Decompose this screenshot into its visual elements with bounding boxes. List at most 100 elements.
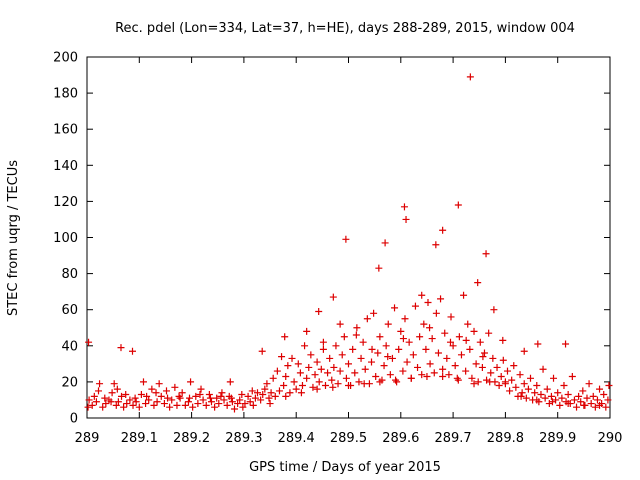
data-point — [236, 396, 244, 404]
data-point — [95, 387, 103, 395]
data-point — [363, 315, 371, 323]
data-point — [345, 360, 352, 368]
data-point — [512, 383, 520, 391]
data-point — [474, 279, 482, 287]
y-axis: 0 20 40 60 80 100 120 140 160 180 200 — [53, 51, 610, 427]
data-point — [118, 392, 126, 400]
data-point — [506, 387, 514, 395]
data-point — [249, 401, 257, 409]
chart-title: Rec. pdel (Lon=334, Lat=37, h=HE), days … — [115, 21, 575, 36]
data-point — [340, 333, 348, 341]
data-point — [175, 392, 183, 400]
data-point — [485, 329, 493, 337]
data-point — [187, 378, 195, 386]
data-point — [518, 389, 526, 397]
data-point — [460, 291, 468, 299]
y-tick-label: 200 — [53, 51, 78, 66]
data-point — [596, 401, 604, 409]
data-point — [558, 394, 566, 402]
data-point — [380, 362, 388, 370]
data-point — [113, 385, 121, 393]
data-point — [522, 394, 530, 402]
data-point — [418, 291, 426, 299]
data-point — [520, 380, 528, 388]
data-point — [376, 378, 384, 386]
data-point — [101, 394, 109, 402]
data-point — [352, 331, 360, 339]
data-point — [261, 385, 269, 393]
data-point — [589, 392, 597, 400]
x-tick-label: 289.5 — [330, 431, 367, 446]
data-point — [423, 372, 431, 380]
data-point — [160, 400, 168, 408]
data-point — [114, 398, 122, 406]
data-point — [605, 382, 613, 390]
data-point — [381, 239, 389, 247]
y-axis-label: STEC from uqrg / TECUs — [6, 160, 21, 316]
data-point — [206, 394, 214, 402]
data-point — [196, 391, 204, 399]
data-point — [474, 378, 482, 386]
data-point — [495, 382, 503, 390]
data-point — [319, 338, 327, 346]
data-point — [409, 351, 417, 359]
data-point — [112, 401, 120, 409]
data-point — [466, 73, 474, 81]
data-point — [486, 378, 494, 386]
data-point — [328, 376, 336, 384]
x-tick-label: 289 — [75, 431, 100, 446]
data-point — [382, 342, 390, 350]
data-point — [482, 250, 490, 258]
y-tick-label: 100 — [53, 231, 78, 246]
data-point — [400, 203, 408, 211]
data-point — [290, 378, 298, 386]
data-point — [227, 394, 235, 402]
data-point — [368, 358, 376, 366]
data-point — [570, 396, 578, 404]
data-point — [527, 374, 535, 382]
data-point — [292, 385, 300, 393]
data-point — [489, 354, 497, 362]
data-point — [434, 349, 442, 357]
data-point — [547, 392, 555, 400]
y-tick-label: 160 — [53, 123, 78, 138]
data-point — [248, 387, 256, 395]
data-point — [422, 345, 430, 353]
data-point — [524, 385, 532, 393]
data-point — [432, 309, 440, 317]
data-point — [223, 401, 231, 409]
data-point — [330, 363, 338, 371]
y-tick-label: 60 — [61, 303, 78, 318]
data-point — [269, 374, 277, 382]
data-point — [446, 338, 454, 346]
data-point — [117, 344, 125, 352]
data-point — [393, 378, 401, 386]
y-tick-label: 120 — [53, 195, 78, 210]
data-point — [543, 385, 551, 393]
x-tick-label: 289.3 — [225, 431, 262, 446]
data-point — [403, 358, 411, 366]
data-point — [342, 374, 350, 382]
data-point — [155, 380, 163, 388]
data-point — [439, 226, 447, 234]
data-point — [259, 391, 267, 399]
data-point — [585, 380, 593, 388]
data-point — [414, 363, 422, 371]
data-point — [391, 304, 399, 312]
data-point — [336, 367, 344, 375]
data-point — [454, 201, 462, 209]
data-point — [313, 385, 321, 393]
data-point — [600, 391, 608, 399]
data-point — [470, 380, 478, 388]
data-point — [282, 392, 290, 400]
data-point — [153, 398, 161, 406]
data-point — [228, 398, 236, 406]
data-point — [102, 400, 110, 408]
data-point — [372, 372, 380, 380]
data-point — [517, 392, 525, 400]
data-point — [552, 396, 560, 404]
data-point — [384, 353, 392, 361]
data-point — [192, 392, 200, 400]
data-point — [186, 394, 194, 402]
